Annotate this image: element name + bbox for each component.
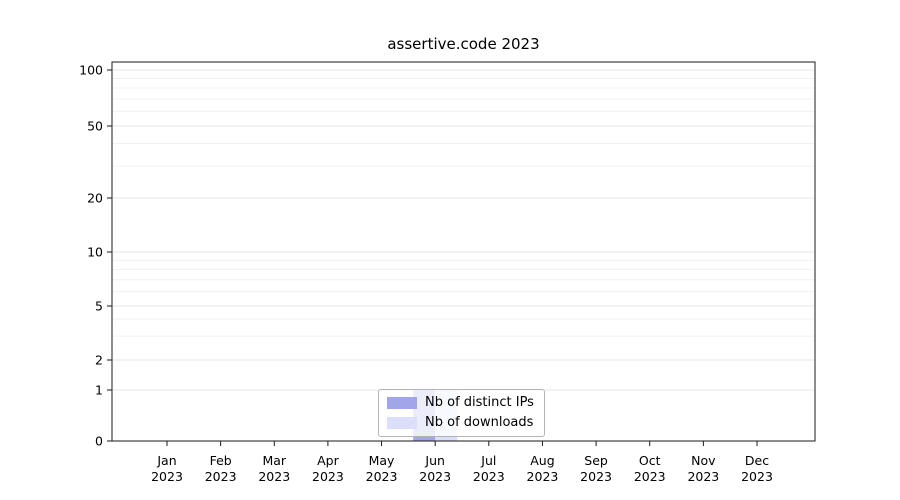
legend-label-distinct-ips: Nb of distinct IPs	[425, 395, 534, 410]
y-tick-label: 1	[95, 383, 103, 398]
x-tick-label: Jun 2023	[419, 453, 451, 484]
legend-swatch-downloads	[387, 416, 417, 429]
x-tick-label: Feb 2023	[205, 453, 237, 484]
x-tick-label: Apr 2023	[312, 453, 344, 484]
chart-title: assertive.code 2023	[387, 35, 540, 53]
x-tick-label: Jul 2023	[473, 453, 505, 484]
x-tick-label: Nov 2023	[687, 453, 719, 484]
y-tick-label: 100	[79, 63, 103, 78]
x-tick-label: Aug 2023	[527, 453, 559, 484]
x-tick-label: Oct 2023	[634, 453, 666, 484]
y-tick-label: 2	[95, 353, 103, 368]
y-tick-label: 10	[87, 245, 103, 260]
x-tick-label: Sep 2023	[580, 453, 612, 484]
x-tick-label: Dec 2023	[741, 453, 773, 484]
legend-label-downloads: Nb of downloads	[425, 415, 534, 430]
x-tick-label: Jan 2023	[151, 453, 183, 484]
y-tick-label: 20	[87, 191, 103, 206]
legend: Nb of distinct IPs Nb of downloads	[378, 389, 545, 437]
x-tick-label: Mar 2023	[258, 453, 290, 484]
legend-item: Nb of distinct IPs	[387, 395, 534, 410]
y-tick-label: 0	[95, 434, 103, 449]
legend-item: Nb of downloads	[387, 415, 534, 430]
y-tick-label: 50	[87, 119, 103, 134]
x-tick-label: May 2023	[366, 453, 398, 484]
y-tick-label: 5	[95, 299, 103, 314]
legend-swatch-distinct-ips	[387, 396, 417, 409]
